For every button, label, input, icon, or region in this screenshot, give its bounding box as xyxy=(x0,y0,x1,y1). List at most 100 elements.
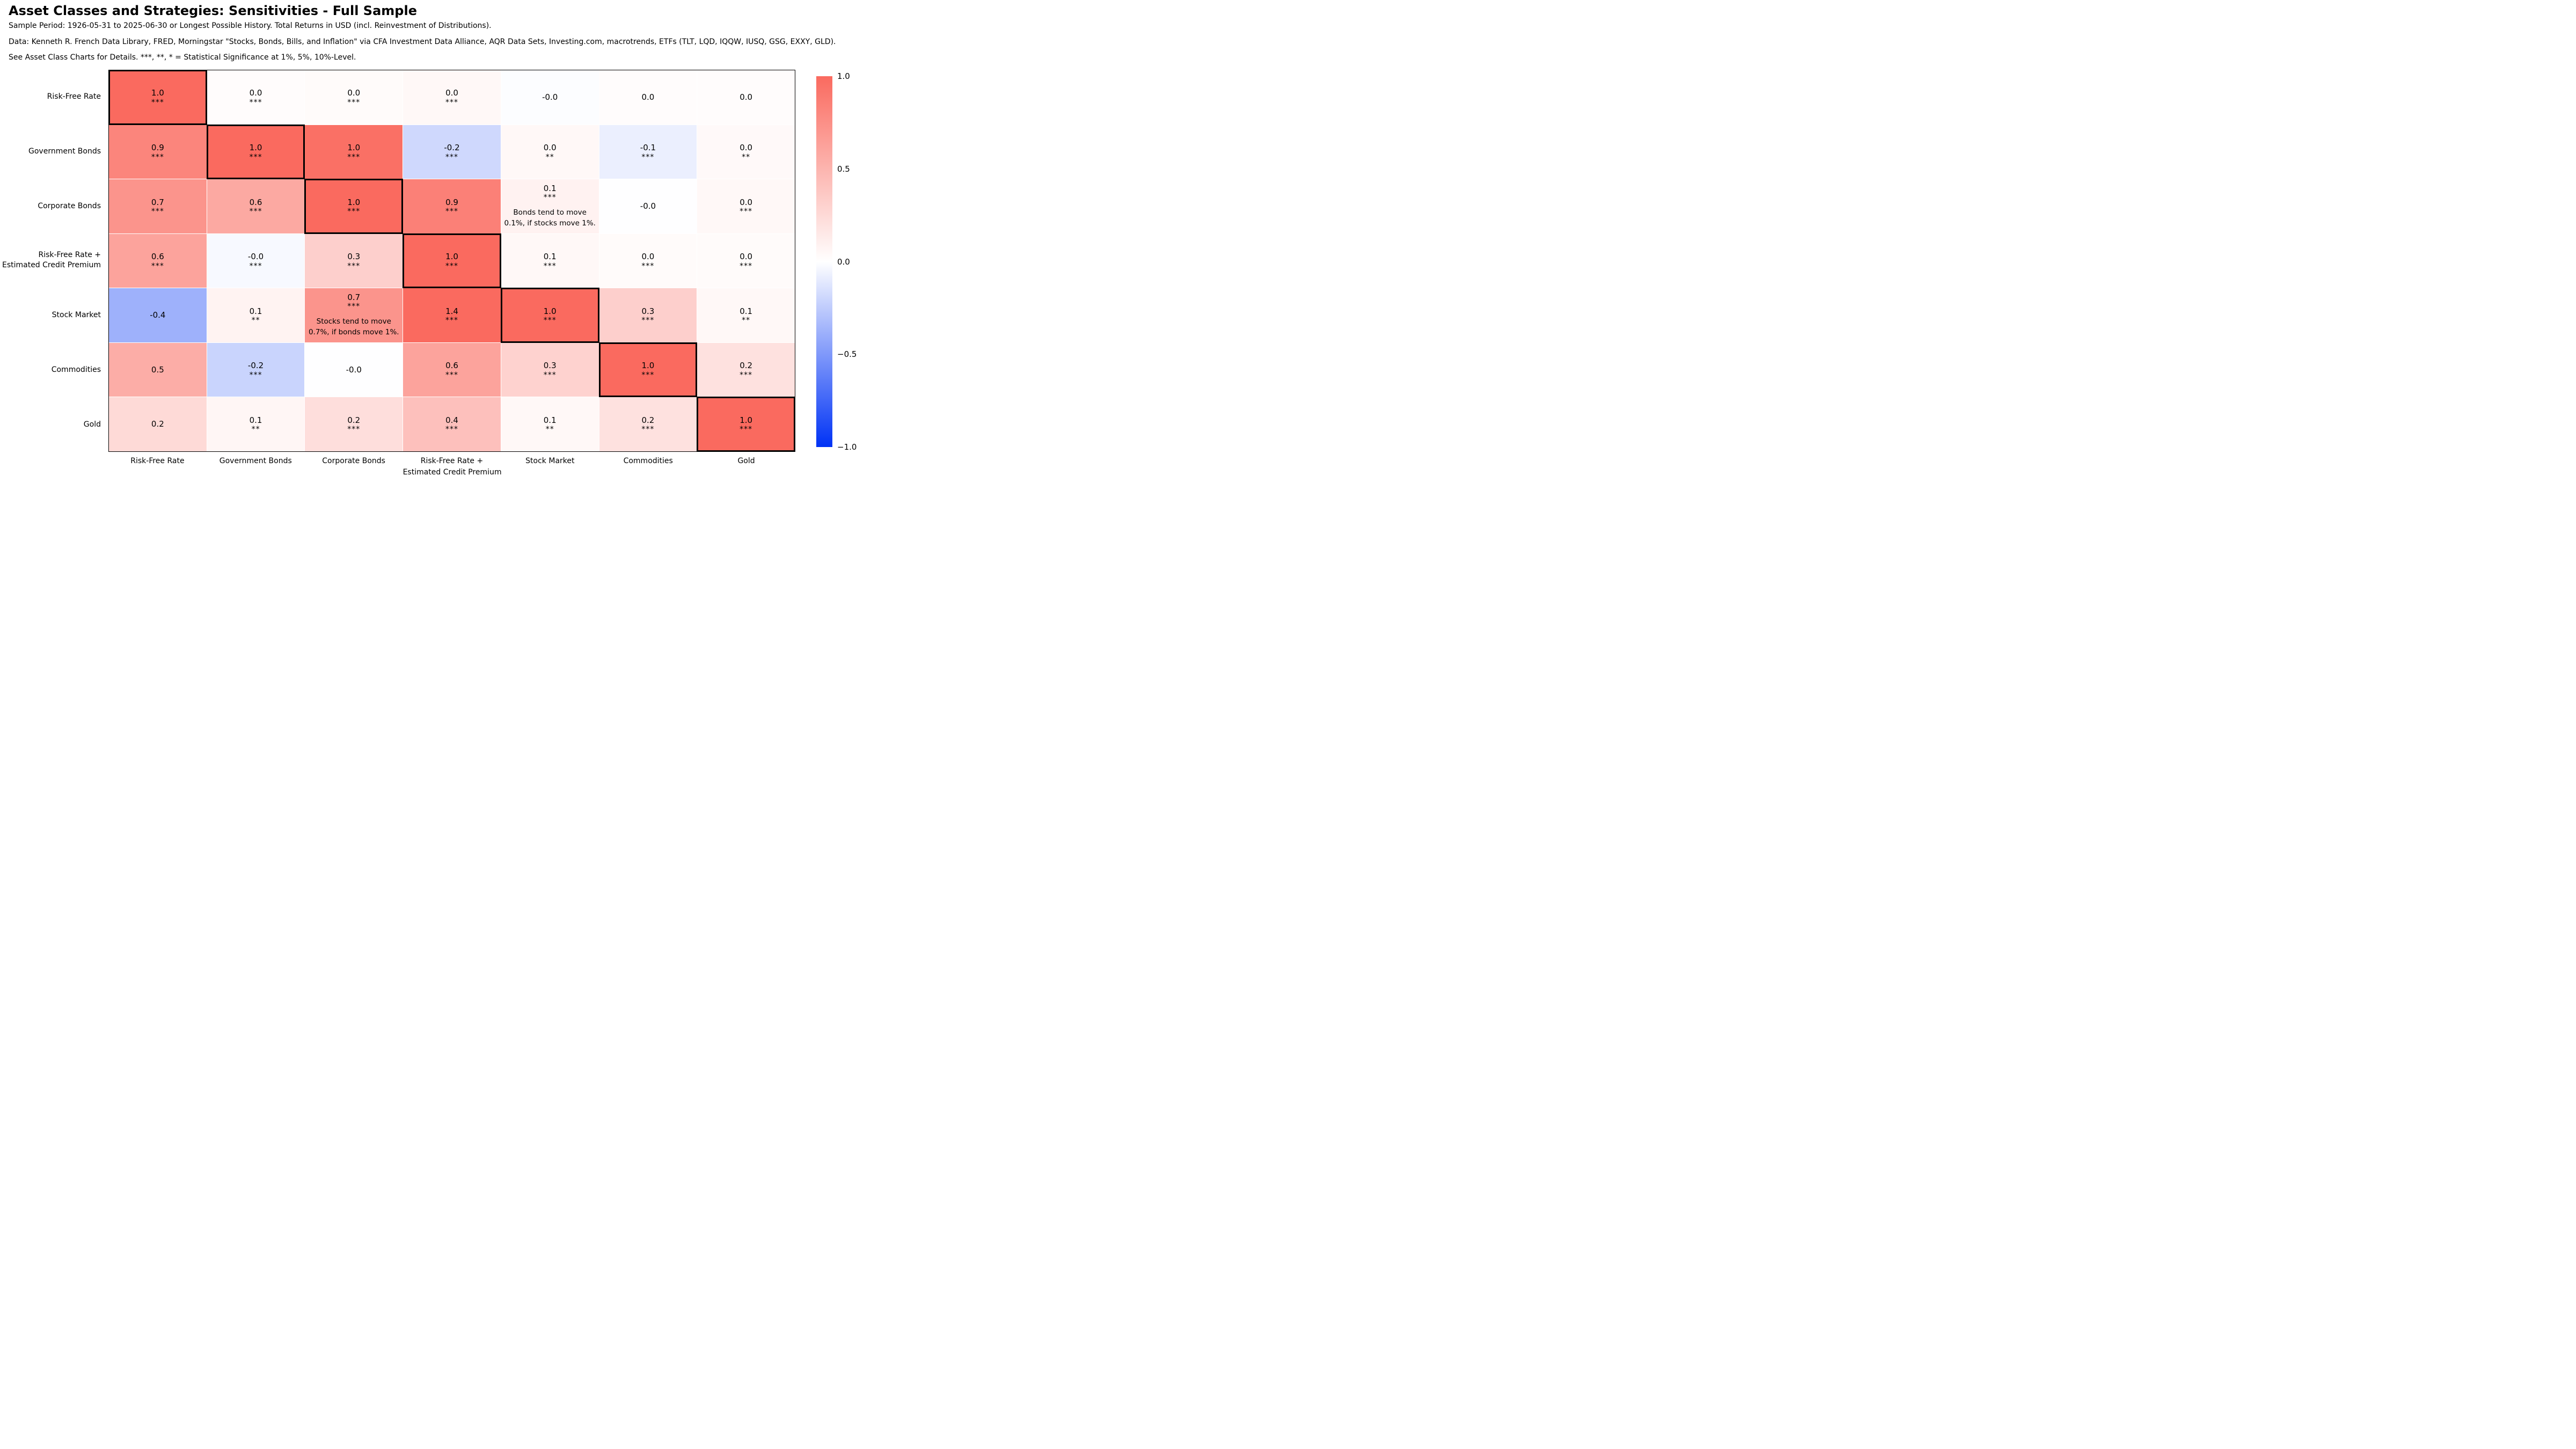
significance-stars: *** xyxy=(445,261,458,270)
significance-stars: *** xyxy=(249,207,262,216)
cell-value: 0.1 xyxy=(543,415,557,425)
heatmap-cell: -0.0 xyxy=(305,342,403,397)
col-axis-labels: Risk-Free Rate Government Bonds Corporate … xyxy=(108,456,795,480)
significance-stars: ** xyxy=(545,152,554,162)
subtitle-sample-period: Sample Period: 1926-05-31 to 2025-06-30 … xyxy=(9,21,492,30)
cell-value: 0.1 xyxy=(249,415,262,425)
significance-stars: ** xyxy=(545,425,554,434)
cell-value: 0.7 xyxy=(347,292,361,302)
significance-stars: *** xyxy=(347,261,361,270)
heatmap-cell: 0.2 *** xyxy=(305,397,403,451)
significance-stars: *** xyxy=(445,98,458,107)
heatmap-cell: 0.7 *** xyxy=(109,179,207,233)
significance-stars: *** xyxy=(445,152,458,162)
significance-stars: *** xyxy=(445,425,458,434)
colorbar-tick-label: 0.0 xyxy=(837,257,850,267)
heatmap-cell: 0.0 ** xyxy=(501,125,599,179)
col-label: Gold xyxy=(737,457,755,465)
significance-stars: *** xyxy=(543,193,557,202)
heatmap-cell: 0.0 *** xyxy=(403,70,501,125)
cell-value: 0.0 xyxy=(740,143,753,152)
heatmap-cell: 0.1 ** xyxy=(697,288,795,342)
significance-stars: *** xyxy=(543,370,557,379)
cell-value: 0.4 xyxy=(445,415,458,425)
heatmap-cell: 0.1 ** xyxy=(207,397,305,451)
significance-stars: *** xyxy=(641,152,655,162)
significance-stars: *** xyxy=(151,98,164,107)
heatmap-cell: 1.0 *** xyxy=(304,179,404,234)
cell-value: 0.2 xyxy=(641,415,655,425)
heatmap-cell: 0.6 *** xyxy=(207,179,305,233)
cell-value: 1.4 xyxy=(445,306,458,316)
heatmap-cell: 1.0 *** xyxy=(402,233,501,289)
significance-stars: *** xyxy=(249,261,262,270)
heatmap-cell: 0.9 *** xyxy=(109,125,207,179)
significance-stars: *** xyxy=(641,316,655,325)
col-label: Stock Market xyxy=(525,457,575,465)
cell-value: 1.0 xyxy=(249,143,262,152)
cell-value: -0.1 xyxy=(640,143,656,152)
heatmap-cell: 0.2 xyxy=(109,397,207,451)
cell-value: 0.0 xyxy=(543,143,557,152)
heatmap-cell: 0.2 *** xyxy=(697,342,795,397)
heatmap-cell: 1.0 *** xyxy=(108,70,207,125)
heatmap-cell: 1.0 *** xyxy=(305,125,403,179)
heatmap-cell: 0.1 ** xyxy=(501,397,599,451)
significance-stars: *** xyxy=(151,152,164,162)
significance-stars: *** xyxy=(740,370,753,379)
row-label: Risk-Free Rate + Estimated Credit Premium xyxy=(2,250,101,269)
heatmap-cell: 1.0 *** xyxy=(500,288,599,343)
heatmap-cell: 0.9 *** xyxy=(403,179,501,233)
cell-value: 0.0 xyxy=(445,88,458,98)
significance-stars: *** xyxy=(347,152,361,162)
heatmap-cell: 1.4 *** xyxy=(403,288,501,342)
significance-stars: *** xyxy=(151,207,164,216)
cell-value: 0.9 xyxy=(151,143,164,152)
heatmap-cell: 0.1 ** xyxy=(207,288,305,342)
significance-stars: ** xyxy=(742,316,751,325)
significance-stars: *** xyxy=(249,98,262,107)
heatmap: 1.0 *** 0.0 *** 0.0 *** 0.0 *** -0.0 0.0 0.0 0.9 ***… xyxy=(108,70,795,452)
figure: Asset Classes and Strategies: Sensitivit… xyxy=(0,0,859,483)
cell-annotation: 0.7%, if bonds move 1%. xyxy=(308,327,399,336)
row-label: Corporate Bonds xyxy=(38,201,101,210)
heatmap-cell: 1.0 *** xyxy=(206,124,305,180)
cell-value: -0.0 xyxy=(542,92,558,103)
cell-value: 1.0 xyxy=(445,252,458,262)
heatmap-cell: -0.4 xyxy=(109,288,207,342)
col-label: Risk-Free Rate xyxy=(130,457,185,465)
significance-stars: *** xyxy=(740,261,753,270)
cell-value: 0.0 xyxy=(641,92,655,103)
significance-stars: *** xyxy=(445,316,458,325)
cell-value: 0.0 xyxy=(249,88,262,98)
cell-value: 0.1 xyxy=(543,252,557,262)
significance-stars: *** xyxy=(641,370,655,379)
heatmap-cell: -0.2 *** xyxy=(403,125,501,179)
significance-stars: *** xyxy=(543,261,557,270)
heatmap-cell: 0.0 *** xyxy=(207,70,305,125)
heatmap-cell: 0.2 *** xyxy=(599,397,697,451)
heatmap-cell: -0.0 *** xyxy=(207,233,305,288)
significance-stars: *** xyxy=(740,207,753,216)
col-label: Commodities xyxy=(623,457,673,465)
cell-value: 0.6 xyxy=(249,197,262,207)
colorbar-tick-label: −1.0 xyxy=(837,442,857,452)
cell-value: 0.7 xyxy=(151,197,164,207)
heatmap-cell: -0.2 *** xyxy=(207,342,305,397)
cell-value: 0.2 xyxy=(151,419,164,429)
significance-stars: *** xyxy=(740,425,753,434)
subtitle-significance: See Asset Class Charts for Details. ***,… xyxy=(9,53,356,62)
cell-value: 1.0 xyxy=(347,197,361,207)
significance-stars: *** xyxy=(347,302,361,311)
significance-stars: ** xyxy=(742,152,751,162)
cell-value: 0.5 xyxy=(151,364,164,375)
heatmap-cell: 0.5 xyxy=(109,342,207,397)
heatmap-cell: 0.7 *** Stocks tend to move 0.7%, if bonds … xyxy=(305,288,403,342)
cell-value: 1.0 xyxy=(151,88,164,98)
cell-annotation: Stocks tend to move xyxy=(316,317,391,326)
page-title: Asset Classes and Strategies: Sensitivit… xyxy=(9,3,417,18)
cell-value: 0.0 xyxy=(740,197,753,207)
col-label: Government Bonds xyxy=(219,457,292,465)
significance-stars: *** xyxy=(641,261,655,270)
heatmap-cell: 0.6 *** xyxy=(109,233,207,288)
